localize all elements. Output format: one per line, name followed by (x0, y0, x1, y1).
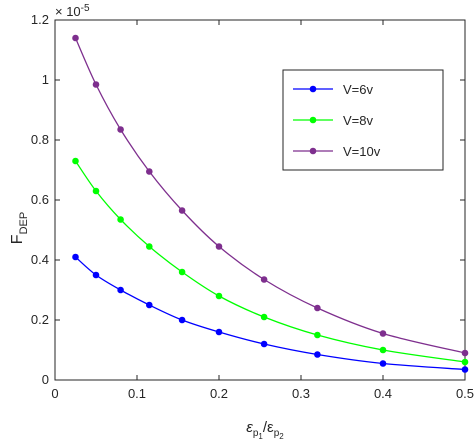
data-point (146, 168, 153, 175)
y-tick-label: 0.4 (31, 252, 49, 267)
data-point (92, 81, 100, 88)
y-tick-label: 0.8 (31, 132, 49, 147)
x-axis-label: εp1/εp2 (246, 419, 284, 439)
data-point (178, 268, 186, 276)
data-point (72, 34, 79, 42)
y-tick-label: 1 (42, 72, 49, 87)
x-tick-label: 0.4 (374, 386, 392, 401)
series-1 (72, 157, 469, 366)
legend: V=6v V=8v V=10v (282, 69, 444, 171)
legend-label: V=6v (343, 82, 373, 97)
data-point (260, 340, 268, 348)
data-point (178, 316, 186, 324)
data-point (117, 286, 124, 294)
data-point (379, 360, 387, 367)
data-point (461, 366, 469, 373)
data-point (260, 276, 268, 283)
x-tick-label: 0 (51, 386, 58, 401)
data-point (314, 304, 321, 312)
tick-layer: 0 0.1 0.2 0.3 0.4 0.5 0 0.2 0.4 0.6 0.8 1 1.2 (31, 12, 474, 401)
series-line (74, 37, 466, 354)
data-point (72, 253, 79, 261)
x-tick-label: 0.2 (210, 386, 228, 401)
series-line (75, 256, 466, 371)
data-point (379, 330, 387, 337)
data-point (314, 331, 321, 339)
data-point (215, 328, 223, 336)
data-point (72, 157, 79, 165)
legend-marker (309, 116, 317, 124)
data-point (146, 301, 153, 309)
data-point (461, 358, 469, 366)
data-point (461, 349, 469, 357)
data-point (379, 346, 387, 354)
legend-label: V=8v (343, 113, 373, 128)
data-point (314, 351, 321, 358)
series-layer (72, 34, 469, 373)
data-point (146, 243, 153, 250)
y-tick-label: 0.2 (31, 312, 49, 327)
data-point (178, 207, 186, 214)
y-axis-label: FDEP (9, 212, 30, 244)
series-line (74, 160, 466, 363)
data-point (92, 271, 100, 279)
y-exponent-label: × 10-5 (55, 3, 90, 19)
data-point (92, 187, 100, 195)
series-2 (72, 34, 469, 357)
x-tick-label: 0.1 (128, 386, 146, 401)
y-tick-label: 0 (42, 372, 49, 387)
x-tick-label: 0.3 (292, 386, 310, 401)
legend-label: V=10v (343, 144, 381, 159)
y-tick-label: 1.2 (31, 12, 49, 27)
data-point (117, 216, 124, 223)
data-point (215, 243, 223, 250)
data-point (260, 313, 268, 321)
y-tick-label: 0.6 (31, 192, 49, 207)
series-0 (72, 253, 469, 373)
legend-marker (309, 147, 317, 155)
data-point (117, 126, 124, 133)
data-point (215, 292, 223, 300)
x-tick-label: 0.5 (456, 386, 474, 401)
legend-marker (309, 85, 317, 93)
